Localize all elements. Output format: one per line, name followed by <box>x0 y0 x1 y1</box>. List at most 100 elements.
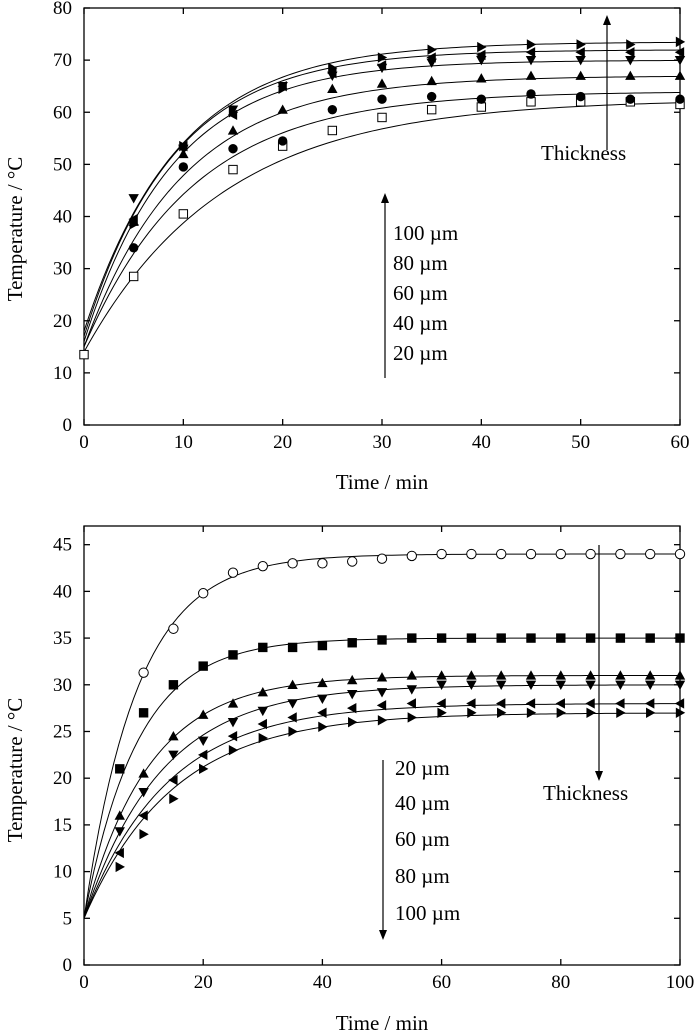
bottom-chart-point-filled-triangle-up <box>436 670 447 680</box>
bottom-chart-point-filled-triangle-right <box>586 707 596 719</box>
top-chart-legend-label-2: 80 µm <box>393 251 448 275</box>
top-chart-point-open-square <box>377 112 387 123</box>
bottom-chart-point-filled-triangle-left <box>347 702 357 714</box>
top-chart-point-filled-circle <box>327 104 338 115</box>
bottom-chart-y-tick-label: 25 <box>53 721 72 742</box>
bottom-chart-series-1 <box>83 548 686 919</box>
top-chart-x-tick-label: 30 <box>373 432 392 453</box>
bottom-chart-point-filled-triangle-down <box>525 680 537 690</box>
bottom-chart-point-open-circle <box>496 548 507 560</box>
bottom-chart-series-6 <box>83 707 686 919</box>
bottom-chart-point-filled-square <box>317 640 328 651</box>
bottom-chart-point-filled-triangle-down <box>645 680 656 690</box>
top-chart-point-filled-triangle-left <box>625 47 635 58</box>
bottom-chart-point-filled-triangle-down <box>466 680 477 690</box>
top-chart-point-filled-triangle-down <box>625 55 636 66</box>
bottom-chart-point-filled-square <box>615 633 626 643</box>
top-chart-point-filled-triangle-left <box>674 47 685 58</box>
bottom-chart-point-filled-triangle-left <box>168 774 178 786</box>
top-chart-point-filled-triangle-left <box>525 47 536 58</box>
bottom-chart-point-filled-triangle-up <box>645 670 656 680</box>
top-chart-point-open-square <box>426 104 437 115</box>
top-chart-point-filled-triangle-right <box>626 39 636 50</box>
top-chart-point-filled-triangle-down <box>575 55 586 66</box>
top-chart-point-open-square <box>128 271 139 282</box>
bottom-chart-legend-label-4: 80 µm <box>395 864 450 888</box>
top-chart-point-filled-triangle-down <box>674 55 686 66</box>
bottom-chart-x-tick-label: 60 <box>432 972 451 993</box>
bottom-chart-fit-curve-5 <box>83 703 681 919</box>
top-chart-point-filled-triangle-up <box>674 70 686 80</box>
top-chart-point-filled-circle <box>178 162 189 172</box>
bottom-chart-point-filled-triangle-up <box>138 768 149 778</box>
bottom-chart-point-open-circle <box>674 548 686 560</box>
top-chart-point-filled-circle <box>426 91 437 102</box>
bottom-chart-point-filled-triangle-down <box>496 680 507 690</box>
bottom-chart-point-filled-triangle-left <box>227 730 238 742</box>
bottom-chart-point-filled-triangle-right <box>407 712 417 723</box>
bottom-chart-point-filled-square <box>198 661 208 671</box>
bottom-chart-point-filled-triangle-down <box>317 694 328 704</box>
top-chart-point-filled-circle <box>575 91 586 102</box>
top-chart-x-tick-label: 20 <box>273 432 292 453</box>
bottom-chart-point-open-circle <box>555 548 566 560</box>
bottom-chart-legend-label-2: 40 µm <box>395 791 450 815</box>
top-chart-point-open-square <box>79 349 89 360</box>
bottom-chart-point-filled-square <box>585 633 596 643</box>
top-chart-y-tick-label: 60 <box>53 102 72 123</box>
bottom-chart-point-filled-square <box>407 633 417 643</box>
bottom-chart-point-filled-triangle-left <box>645 698 655 709</box>
top-chart-point-filled-triangle-down <box>128 194 139 204</box>
bottom-chart-point-open-circle <box>287 558 298 569</box>
top-chart-point-filled-triangle-left <box>128 213 138 225</box>
top-chart-x-axis-title: Time / min <box>336 470 429 494</box>
bottom-chart-point-filled-square <box>496 633 506 643</box>
bottom-chart-legend-label-1: 20 µm <box>395 756 450 780</box>
bottom-chart-point-filled-triangle-down <box>436 680 447 690</box>
bottom-chart-point-filled-square <box>645 633 655 643</box>
bottom-chart-point-filled-triangle-down <box>287 699 298 709</box>
top-chart-point-filled-triangle-right <box>129 219 139 230</box>
bottom-chart-point-filled-triangle-right <box>169 793 179 804</box>
bottom-chart-point-filled-triangle-right <box>675 707 686 719</box>
top-chart-fit-curve-2 <box>83 91 681 348</box>
top-chart-x-tick-label: 10 <box>174 432 193 453</box>
bottom-chart-point-filled-triangle-left <box>138 810 148 821</box>
bottom-chart-point-filled-triangle-down <box>227 717 239 728</box>
bottom-chart-point-filled-triangle-left <box>287 712 297 723</box>
bottom-chart-point-filled-square <box>526 633 536 643</box>
bottom-chart-point-open-circle <box>347 556 358 567</box>
bottom-chart-series-2 <box>83 633 685 919</box>
top-chart-point-filled-circle <box>128 243 139 253</box>
bottom-chart-point-filled-triangle-left <box>615 698 625 709</box>
top-chart-point-filled-triangle-up <box>575 70 586 80</box>
bottom-chart-point-filled-square <box>556 633 566 643</box>
top-chart-series-5 <box>83 47 685 337</box>
bottom-chart-point-filled-triangle-up <box>317 677 328 688</box>
bottom-chart-point-filled-triangle-up <box>227 698 239 708</box>
bottom-chart-point-open-circle <box>317 558 328 569</box>
bottom-chart-point-filled-triangle-up <box>585 670 596 680</box>
top-chart-fit-curve-5 <box>83 49 681 337</box>
bottom-chart-y-tick-label: 10 <box>53 862 72 883</box>
bottom-chart-point-filled-square <box>115 764 125 774</box>
top-chart-point-filled-triangle-right <box>675 36 686 48</box>
bottom-chart-x-tick-label: 100 <box>666 972 695 993</box>
bottom-chart-point-filled-triangle-right <box>526 707 537 719</box>
bottom-chart-point-filled-triangle-left <box>257 718 267 730</box>
top-chart-y-tick-label: 50 <box>53 154 72 175</box>
bottom-chart-point-filled-triangle-down <box>615 680 626 690</box>
top-chart-point-filled-triangle-left <box>575 47 585 58</box>
top-chart-thickness-label: Thickness <box>541 141 626 165</box>
top-chart-x-tick-label: 40 <box>472 432 491 453</box>
bottom-chart-fit-curve-6 <box>83 712 681 919</box>
bottom-chart-point-filled-triangle-up <box>674 670 686 680</box>
bottom-chart-point-filled-triangle-left <box>436 698 446 709</box>
top-chart-point-filled-triangle-up <box>327 83 338 93</box>
bottom-chart-point-filled-triangle-right <box>228 744 239 756</box>
bottom-chart-point-filled-triangle-down <box>406 685 417 695</box>
top-chart-point-open-square <box>526 97 536 107</box>
bottom-chart-point-filled-square <box>675 633 685 643</box>
bottom-chart-point-filled-triangle-left <box>555 698 565 709</box>
